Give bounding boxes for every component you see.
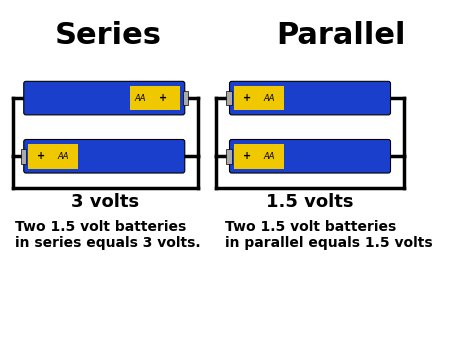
- Text: AA: AA: [264, 94, 275, 103]
- Text: Two 1.5 volt batteries
in series equals 3 volts.: Two 1.5 volt batteries in series equals …: [15, 220, 201, 250]
- Text: +: +: [243, 151, 251, 161]
- Text: +: +: [243, 93, 251, 103]
- Text: +: +: [37, 151, 45, 161]
- Text: Parallel: Parallel: [276, 21, 406, 50]
- Bar: [227, 91, 232, 105]
- FancyBboxPatch shape: [24, 81, 185, 115]
- Bar: [28, 144, 78, 169]
- Text: Series: Series: [55, 21, 162, 50]
- Text: 1.5 volts: 1.5 volts: [266, 193, 354, 211]
- Text: AA: AA: [58, 152, 69, 161]
- Bar: [130, 86, 180, 110]
- Text: +: +: [159, 93, 167, 103]
- Bar: [182, 91, 188, 105]
- Text: AA: AA: [264, 152, 275, 161]
- Text: Two 1.5 volt batteries
in parallel equals 1.5 volts: Two 1.5 volt batteries in parallel equal…: [225, 220, 433, 250]
- FancyBboxPatch shape: [24, 140, 185, 173]
- Bar: [227, 149, 232, 164]
- FancyBboxPatch shape: [229, 140, 391, 173]
- Bar: [21, 149, 26, 164]
- FancyBboxPatch shape: [229, 81, 391, 115]
- Text: AA: AA: [135, 94, 146, 103]
- Bar: [234, 86, 284, 110]
- Text: 3 volts: 3 volts: [71, 193, 139, 211]
- Bar: [234, 144, 284, 169]
